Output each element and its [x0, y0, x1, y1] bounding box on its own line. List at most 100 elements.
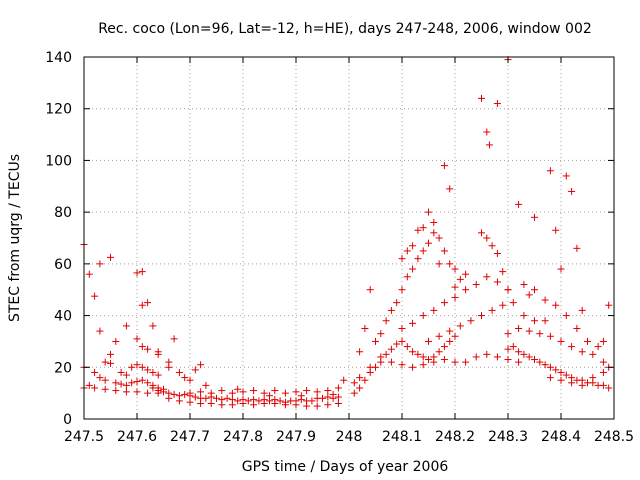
data-point — [599, 358, 607, 366]
data-point — [266, 392, 273, 400]
data-point — [403, 273, 411, 281]
x-tick-label: 247.7 — [170, 429, 210, 445]
data-point — [239, 388, 247, 396]
data-point — [435, 260, 443, 268]
data-point — [483, 273, 491, 281]
data-point — [382, 350, 390, 358]
data-point — [435, 332, 443, 340]
data-point — [122, 371, 130, 379]
data-point — [398, 286, 406, 294]
data-point — [186, 376, 194, 384]
data-point — [223, 394, 231, 402]
data-point — [504, 330, 512, 338]
data-point — [144, 299, 152, 307]
data-point — [499, 268, 507, 276]
data-point — [451, 358, 459, 366]
data-point — [91, 384, 99, 392]
data-point — [440, 247, 448, 255]
data-point — [430, 229, 438, 237]
data-point — [361, 325, 369, 332]
data-point — [313, 402, 321, 410]
data-point — [531, 213, 538, 221]
data-point — [387, 345, 395, 353]
data-point — [557, 368, 565, 376]
data-point — [425, 337, 432, 345]
data-point — [128, 379, 136, 387]
data-point — [451, 283, 459, 291]
data-point — [313, 388, 321, 396]
data-point — [85, 381, 93, 389]
data-point — [250, 401, 258, 409]
data-point — [430, 306, 438, 314]
data-point — [91, 368, 99, 376]
data-point — [112, 337, 120, 345]
data-point — [356, 348, 364, 356]
data-point — [557, 337, 565, 345]
x-tick-label: 248.1 — [382, 429, 422, 445]
data-point — [297, 392, 305, 400]
data-point — [488, 306, 496, 314]
data-point — [271, 399, 279, 407]
data-point — [472, 353, 480, 361]
data-point — [366, 363, 374, 371]
data-point — [403, 343, 411, 351]
data-point — [138, 268, 146, 276]
data-point — [107, 350, 114, 358]
y-tick-label: 100 — [45, 153, 72, 169]
data-point — [324, 401, 332, 409]
data-point — [462, 270, 470, 278]
data-point — [478, 94, 485, 102]
data-point — [546, 363, 554, 371]
data-point — [260, 399, 268, 407]
x-tick-label: 248 — [336, 429, 363, 445]
data-point — [599, 381, 607, 389]
data-point — [419, 353, 427, 361]
data-point — [271, 387, 279, 395]
data-point — [409, 242, 417, 250]
data-point — [419, 247, 427, 255]
data-point — [228, 401, 236, 409]
x-tick-label: 248.4 — [541, 429, 581, 445]
data-point — [255, 397, 263, 405]
data-point — [451, 332, 459, 340]
y-axis-label: STEC from uqrg / TECUs — [7, 154, 23, 322]
data-point — [393, 299, 401, 307]
data-point — [430, 218, 438, 226]
y-tick-label: 40 — [54, 309, 72, 325]
y-axis: 0 20 40 60 80 100 120 140 — [45, 50, 614, 428]
data-point — [133, 378, 141, 386]
data-point — [276, 397, 284, 405]
data-point — [117, 380, 125, 388]
data-point — [414, 350, 422, 358]
data-point — [435, 348, 443, 356]
data-point — [504, 356, 512, 364]
data-point — [175, 397, 183, 405]
data-point — [144, 366, 152, 374]
data-point — [324, 393, 332, 401]
data-point — [107, 253, 114, 261]
data-point — [85, 270, 93, 278]
data-point — [393, 340, 401, 348]
data-point — [96, 374, 104, 382]
data-point — [186, 398, 194, 406]
data-point — [568, 379, 576, 387]
data-point — [181, 374, 189, 382]
data-point — [398, 337, 406, 345]
data-point — [133, 335, 141, 343]
x-tick-label: 247.8 — [223, 429, 263, 445]
data-point — [144, 379, 152, 387]
data-point — [234, 397, 242, 405]
data-point — [324, 387, 332, 395]
data-point — [377, 330, 385, 338]
data-point — [546, 374, 554, 382]
data-point — [138, 376, 146, 384]
data-point — [499, 301, 507, 309]
data-point — [562, 371, 570, 379]
data-point — [531, 286, 538, 294]
data-point — [414, 226, 422, 234]
data-point — [520, 350, 528, 358]
data-point — [483, 234, 491, 242]
data-point — [239, 399, 247, 407]
data-point — [138, 363, 146, 371]
data-point — [122, 322, 130, 330]
